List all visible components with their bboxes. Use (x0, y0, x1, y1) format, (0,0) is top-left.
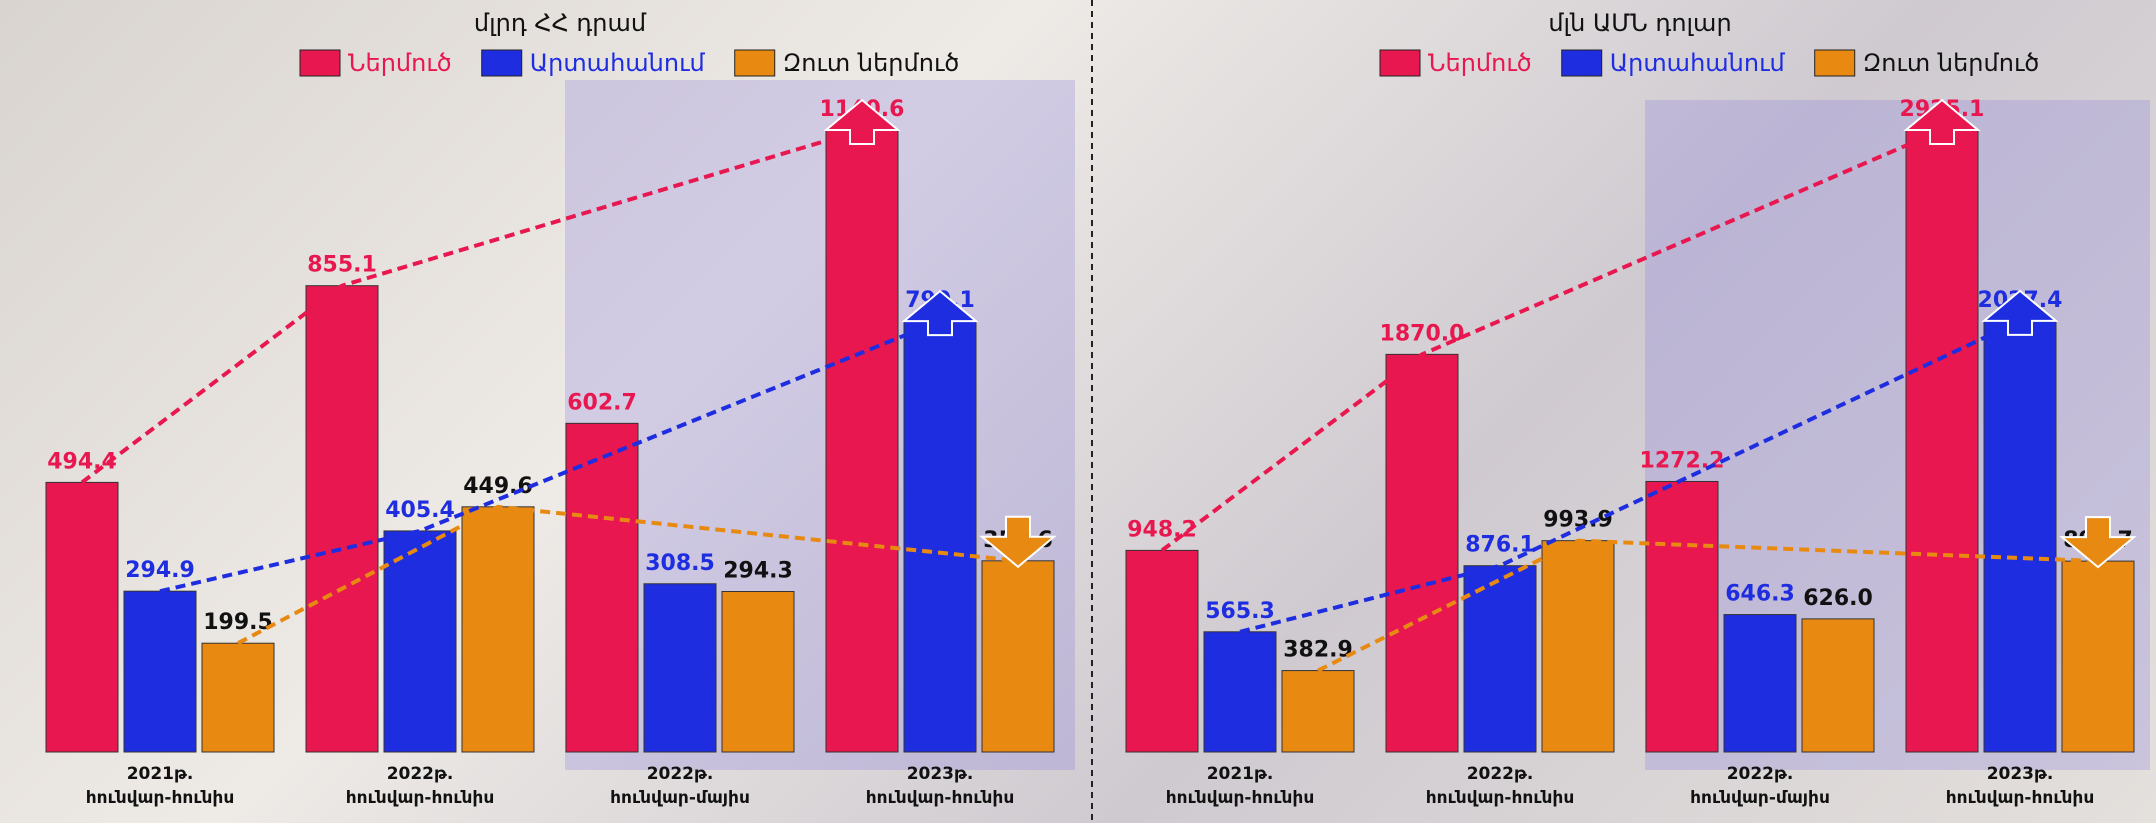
x-tick-label: 2023թ. հունվար-հունիս (825, 762, 1055, 810)
legend-swatch (1380, 50, 1420, 76)
x-tick-label: 2022թ. հունվար-հունիս (1385, 762, 1615, 810)
charts: մլրդ ՀՀ դրամ Ներմուծ Արտահանում Զուտ ներմու… (0, 0, 2156, 823)
data-label: 199.5 (203, 610, 273, 635)
bar (1646, 481, 1718, 752)
bar (124, 591, 196, 752)
bar (644, 584, 716, 752)
x-tick-label: 2021թ. հունվար-հունիս (45, 762, 275, 810)
legend-swatch (1815, 50, 1855, 76)
data-label: 494.4 (47, 449, 117, 474)
legend-swatch (735, 50, 775, 76)
legend-label: Զուտ ներմուծ (783, 49, 960, 77)
bar (306, 286, 378, 752)
bar (1126, 550, 1198, 752)
data-label: 308.5 (645, 551, 715, 576)
legend-swatch (1562, 50, 1602, 76)
x-tick-label: 2021թ. հունվար-հունիս (1125, 762, 1355, 810)
bar (1282, 671, 1354, 752)
bar (566, 423, 638, 752)
x-tick-label: 2023թ. հունվար-հունիս (1905, 762, 2135, 810)
bar (46, 482, 118, 752)
data-label: 294.9 (125, 558, 195, 583)
legend-label: Ներմուծ (1428, 49, 1532, 77)
data-label: 602.7 (567, 390, 637, 415)
bar (1464, 566, 1536, 752)
data-label: 646.3 (1725, 582, 1795, 607)
bar (826, 130, 898, 752)
data-label: 855.1 (307, 253, 377, 278)
legend-swatch (300, 50, 340, 76)
bar (1386, 354, 1458, 752)
bar (1984, 321, 2056, 752)
bar (384, 531, 456, 752)
legend-label: Զուտ ներմուծ (1863, 49, 2040, 77)
data-label: 449.6 (463, 474, 533, 499)
bar (904, 321, 976, 752)
bar (1906, 130, 1978, 752)
legend-swatch (482, 50, 522, 76)
bar (1542, 541, 1614, 752)
x-tick-label: 2022թ. հունվար-մայիս (1645, 762, 1875, 810)
bar (982, 561, 1054, 752)
chart-title: մլրդ ՀՀ դրամ (474, 9, 647, 37)
data-label: 1272.2 (1640, 448, 1725, 473)
x-tick-label: 2022թ. հունվար-մայիս (565, 762, 795, 810)
legend-label: Արտահանում (1610, 49, 1786, 77)
legend-label: Արտահանում (530, 49, 706, 77)
bar (1802, 619, 1874, 752)
chart-title: մլն ԱՄՆ դոլար (1548, 9, 1731, 37)
data-label: 565.3 (1205, 599, 1275, 624)
bar (722, 592, 794, 752)
legend-label: Ներմուծ (348, 49, 452, 77)
bar (1204, 632, 1276, 752)
bar (2062, 561, 2134, 752)
data-label: 382.9 (1283, 638, 1353, 663)
data-label: 294.3 (723, 559, 793, 584)
data-label: 626.0 (1803, 586, 1873, 611)
x-tick-label: 2022թ. հունվար-հունիս (305, 762, 535, 810)
bar (462, 507, 534, 752)
bar (1724, 615, 1796, 752)
bar (202, 643, 274, 752)
page: մլրդ ՀՀ դրամ Ներմուծ Արտահանում Զուտ ներմու… (0, 0, 2156, 823)
data-label: 948.2 (1127, 517, 1197, 542)
